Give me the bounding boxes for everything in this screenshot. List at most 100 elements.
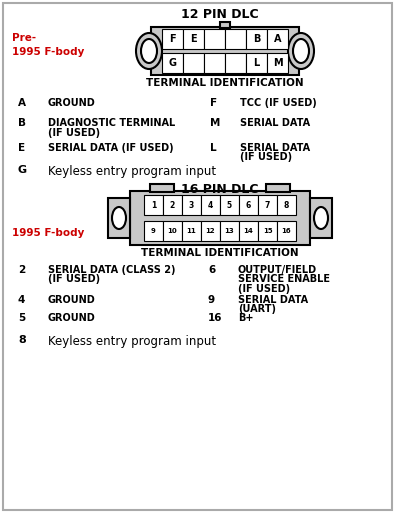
Text: SERVICE ENABLE: SERVICE ENABLE xyxy=(238,274,330,285)
Text: OUTPUT/FIELD: OUTPUT/FIELD xyxy=(238,265,317,275)
Text: B+: B+ xyxy=(238,313,254,323)
Bar xyxy=(183,53,204,73)
Text: E: E xyxy=(190,34,197,44)
Text: DIAGNOSTIC TERMINAL: DIAGNOSTIC TERMINAL xyxy=(48,118,175,128)
Text: 5: 5 xyxy=(18,313,25,323)
Ellipse shape xyxy=(112,207,126,229)
Bar xyxy=(246,29,267,49)
Bar xyxy=(310,198,332,238)
Text: M: M xyxy=(273,58,282,68)
Bar xyxy=(220,195,239,215)
Text: Keyless entry program input: Keyless entry program input xyxy=(48,165,216,178)
Ellipse shape xyxy=(314,207,328,229)
Text: 1995 F-body: 1995 F-body xyxy=(12,228,85,238)
Text: 1: 1 xyxy=(151,201,156,209)
Text: 12 PIN DLC: 12 PIN DLC xyxy=(181,8,259,21)
Bar xyxy=(225,53,246,73)
Text: 8: 8 xyxy=(284,201,289,209)
Text: SERIAL DATA (IF USED): SERIAL DATA (IF USED) xyxy=(48,143,174,153)
Text: GROUND: GROUND xyxy=(48,313,96,323)
Bar xyxy=(246,53,267,73)
Text: 9: 9 xyxy=(151,228,156,234)
Text: L: L xyxy=(210,143,216,153)
Bar xyxy=(277,195,296,215)
Text: L: L xyxy=(253,58,260,68)
Text: 6: 6 xyxy=(208,265,215,275)
Text: 3: 3 xyxy=(189,201,194,209)
Bar xyxy=(220,22,230,28)
Text: TERMINAL IDENTIFICATION: TERMINAL IDENTIFICATION xyxy=(141,248,299,258)
Text: (IF USED): (IF USED) xyxy=(238,284,290,294)
Bar xyxy=(150,184,174,191)
Text: B: B xyxy=(18,118,26,128)
Bar xyxy=(144,195,163,215)
Ellipse shape xyxy=(288,33,314,69)
Text: 5: 5 xyxy=(227,201,232,209)
Bar xyxy=(130,191,310,245)
Text: F: F xyxy=(210,98,217,108)
Bar xyxy=(267,53,288,73)
Text: Pre-
1995 F-body: Pre- 1995 F-body xyxy=(12,33,85,56)
Text: (IF USED): (IF USED) xyxy=(48,274,100,285)
Bar xyxy=(162,29,183,49)
Text: 2: 2 xyxy=(18,265,25,275)
Bar xyxy=(267,29,288,49)
Text: 6: 6 xyxy=(246,201,251,209)
Bar xyxy=(201,221,220,241)
Text: Keyless entry program input: Keyless entry program input xyxy=(48,335,216,348)
Text: 16: 16 xyxy=(282,228,292,234)
Text: 14: 14 xyxy=(244,228,254,234)
Text: GROUND: GROUND xyxy=(48,98,96,108)
Bar xyxy=(266,184,290,191)
Text: 9: 9 xyxy=(208,295,215,305)
Text: G: G xyxy=(169,58,177,68)
Text: SERIAL DATA (CLASS 2): SERIAL DATA (CLASS 2) xyxy=(48,265,175,275)
Text: (IF USED): (IF USED) xyxy=(240,152,292,163)
Text: E: E xyxy=(18,143,25,153)
Text: 16: 16 xyxy=(208,313,222,323)
Text: (UART): (UART) xyxy=(238,305,276,314)
Text: TCC (IF USED): TCC (IF USED) xyxy=(240,98,317,108)
Text: (IF USED): (IF USED) xyxy=(48,128,100,137)
Bar xyxy=(201,195,220,215)
Bar xyxy=(258,195,277,215)
Text: 13: 13 xyxy=(225,228,234,234)
Text: 12: 12 xyxy=(206,228,215,234)
Bar xyxy=(258,221,277,241)
Text: 8: 8 xyxy=(18,335,26,345)
Text: 11: 11 xyxy=(186,228,196,234)
Text: SERIAL DATA: SERIAL DATA xyxy=(240,143,310,153)
Bar xyxy=(220,221,239,241)
Bar xyxy=(239,221,258,241)
Text: SERIAL DATA: SERIAL DATA xyxy=(240,118,310,128)
Text: SERIAL DATA: SERIAL DATA xyxy=(238,295,308,305)
Bar xyxy=(182,221,201,241)
Bar xyxy=(151,27,299,75)
Bar xyxy=(239,195,258,215)
Text: TERMINAL IDENTIFICATION: TERMINAL IDENTIFICATION xyxy=(146,78,304,88)
Text: GROUND: GROUND xyxy=(48,295,96,305)
Ellipse shape xyxy=(136,33,162,69)
Text: G: G xyxy=(18,165,27,175)
Ellipse shape xyxy=(293,39,309,63)
Bar xyxy=(108,198,130,238)
Text: M: M xyxy=(210,118,220,128)
Text: 10: 10 xyxy=(167,228,177,234)
Text: 4: 4 xyxy=(208,201,213,209)
Bar xyxy=(225,29,246,49)
Bar xyxy=(163,221,182,241)
Text: A: A xyxy=(274,34,281,44)
Text: 4: 4 xyxy=(18,295,25,305)
Text: 16 PIN DLC: 16 PIN DLC xyxy=(181,183,259,196)
Bar xyxy=(162,53,183,73)
Bar xyxy=(204,53,225,73)
Text: 2: 2 xyxy=(170,201,175,209)
Bar xyxy=(277,221,296,241)
Text: B: B xyxy=(253,34,260,44)
Text: 15: 15 xyxy=(263,228,272,234)
Ellipse shape xyxy=(141,39,157,63)
Bar xyxy=(204,29,225,49)
Bar xyxy=(163,195,182,215)
Bar xyxy=(144,221,163,241)
Text: 7: 7 xyxy=(265,201,270,209)
